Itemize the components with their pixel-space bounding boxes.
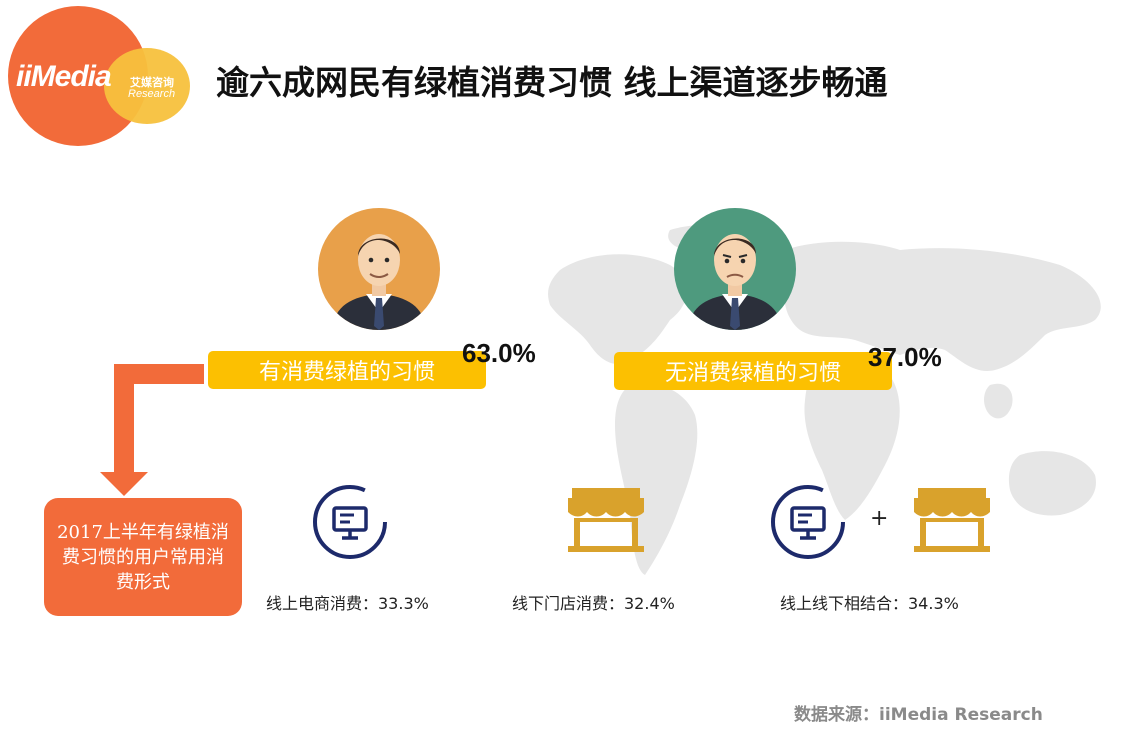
page-title: 逾六成网民有绿植消费习惯 线上渠道逐步畅通 <box>216 63 888 102</box>
channel-offline-label: 线下门店消费：32.4% <box>512 594 675 613</box>
businessman-icon <box>688 234 782 330</box>
logo-brand-cn: 艾媒咨询 <box>130 76 174 89</box>
person-avatar-with-habit <box>318 208 440 330</box>
person-avatar-without-habit <box>674 208 796 330</box>
businessman-icon <box>332 234 426 330</box>
habit-yes-percent: 63.0% <box>462 338 536 368</box>
monitor-icon <box>771 485 845 559</box>
habit-no-percent: 37.0% <box>868 342 942 372</box>
channel-combined-label: 线上线下相结合：34.3% <box>780 594 959 613</box>
habit-no-label: 无消费绿植的习惯 <box>614 352 892 390</box>
habit-yes-label: 有消费绿植的习惯 <box>208 351 486 389</box>
store-icon <box>914 488 990 552</box>
elbow-arrow-icon <box>100 364 204 496</box>
store-icon <box>568 488 644 552</box>
consumption-form-callout: 2017上半年有绿植消费习惯的用户常用消费形式 <box>44 498 242 616</box>
logo-brand: iiMedia <box>16 60 112 93</box>
channel-online-label: 线上电商消费：33.3% <box>266 594 429 613</box>
world-map-background <box>548 225 1101 575</box>
plus-sign: + <box>870 506 889 531</box>
logo-brand-en: Research <box>128 88 176 100</box>
monitor-icon <box>313 485 387 559</box>
logo-circle-yellow <box>104 48 190 124</box>
data-source: 数据来源：iiMedia Research <box>794 705 1043 725</box>
